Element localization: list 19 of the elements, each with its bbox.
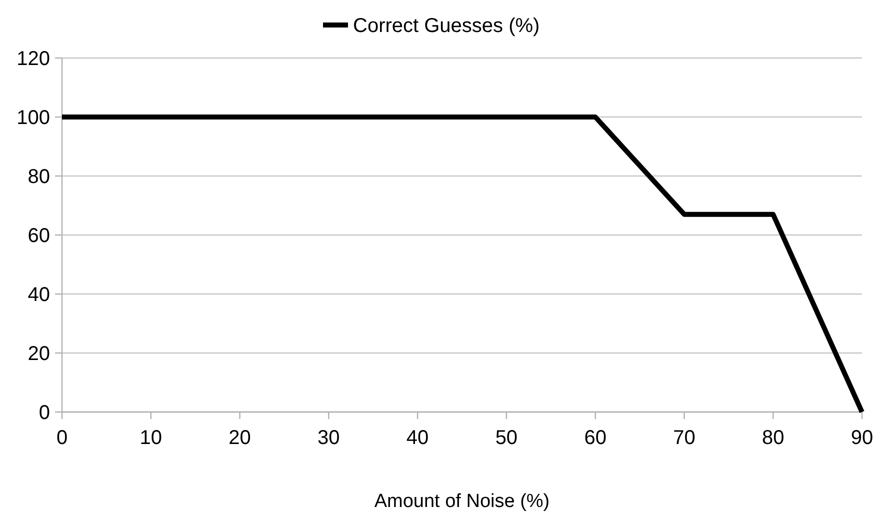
x-tick-label: 90 <box>850 427 874 449</box>
x-tick-label: 20 <box>228 427 251 449</box>
x-tick-label: 80 <box>762 427 784 449</box>
x-tick-label: 0 <box>56 427 68 449</box>
y-tick-label: 20 <box>28 343 50 365</box>
x-tick-label: 70 <box>673 427 696 449</box>
x-tick-label: 10 <box>140 427 162 449</box>
x-tick-label: 40 <box>406 427 429 449</box>
y-tick-label: 120 <box>16 48 50 70</box>
y-tick-label: 40 <box>28 284 50 306</box>
y-tick-label: 100 <box>16 107 50 129</box>
x-tick-label: 60 <box>584 427 606 449</box>
x-tick-label: 50 <box>495 427 518 449</box>
y-tick-label: 80 <box>28 166 50 188</box>
y-tick-label: 0 <box>38 402 50 424</box>
y-tick-label: 60 <box>28 225 50 247</box>
x-tick-label: 30 <box>318 427 340 449</box>
x-axis-title: Amount of Noise (%) <box>374 491 550 512</box>
legend-label: Correct Guesses (%) <box>353 15 540 37</box>
